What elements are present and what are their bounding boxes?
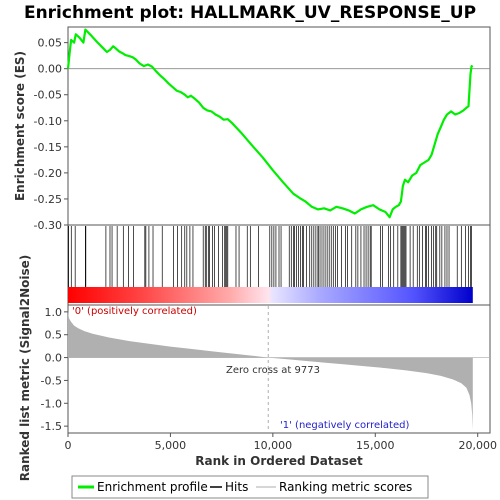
es-axis-label: Enrichment score (ES)	[13, 51, 27, 201]
x-tick-label: 5,000	[155, 439, 187, 452]
x-tick-label: 15,000	[356, 439, 395, 452]
zero-cross-label: Zero cross at 9773	[226, 365, 320, 376]
x-tick-label: 0	[65, 439, 72, 452]
chart-title: Enrichment plot: HALLMARK_UV_RESPONSE_UP	[24, 3, 476, 23]
x-tick-label: 10,000	[254, 439, 293, 452]
metric-tick-label: 0.0	[45, 352, 63, 365]
legend-metric-label: Ranking metric scores	[279, 480, 412, 494]
es-tick-label: 0.00	[38, 63, 63, 76]
es-tick-label: -0.30	[34, 219, 62, 232]
es-tick-label: -0.25	[34, 193, 62, 206]
metric-tick-label: 1.0	[45, 306, 63, 319]
metric-tick-label: -1.5	[41, 420, 62, 433]
enrichment-profile-line	[66, 28, 474, 219]
x-axis-label: Rank in Ordered Dataset	[195, 454, 363, 468]
metric-axis-label: Ranked list metric (Signal2Noise)	[18, 255, 32, 482]
legend-hits-label: Hits	[225, 480, 248, 494]
negative-correlation-label: '1' (negatively correlated)	[280, 420, 409, 431]
metric-tick-label: 0.5	[45, 329, 63, 342]
metric-tick-label: -0.5	[41, 374, 62, 387]
legend-box	[71, 475, 429, 499]
es-tick-label: -0.20	[34, 167, 62, 180]
positive-correlation-label: '0' (positively correlated)	[72, 306, 197, 317]
es-tick-label: -0.10	[34, 115, 62, 128]
es-tick-label: 0.05	[38, 37, 63, 50]
es-tick-label: -0.15	[34, 141, 62, 154]
es-tick-label: -0.05	[34, 89, 62, 102]
legend-profile-label: Enrichment profile	[97, 480, 208, 494]
x-tick-label: 20,000	[458, 439, 497, 452]
metric-tick-label: -1.0	[41, 397, 62, 410]
es-panel	[67, 26, 491, 226]
rank-color-bar	[68, 287, 473, 303]
